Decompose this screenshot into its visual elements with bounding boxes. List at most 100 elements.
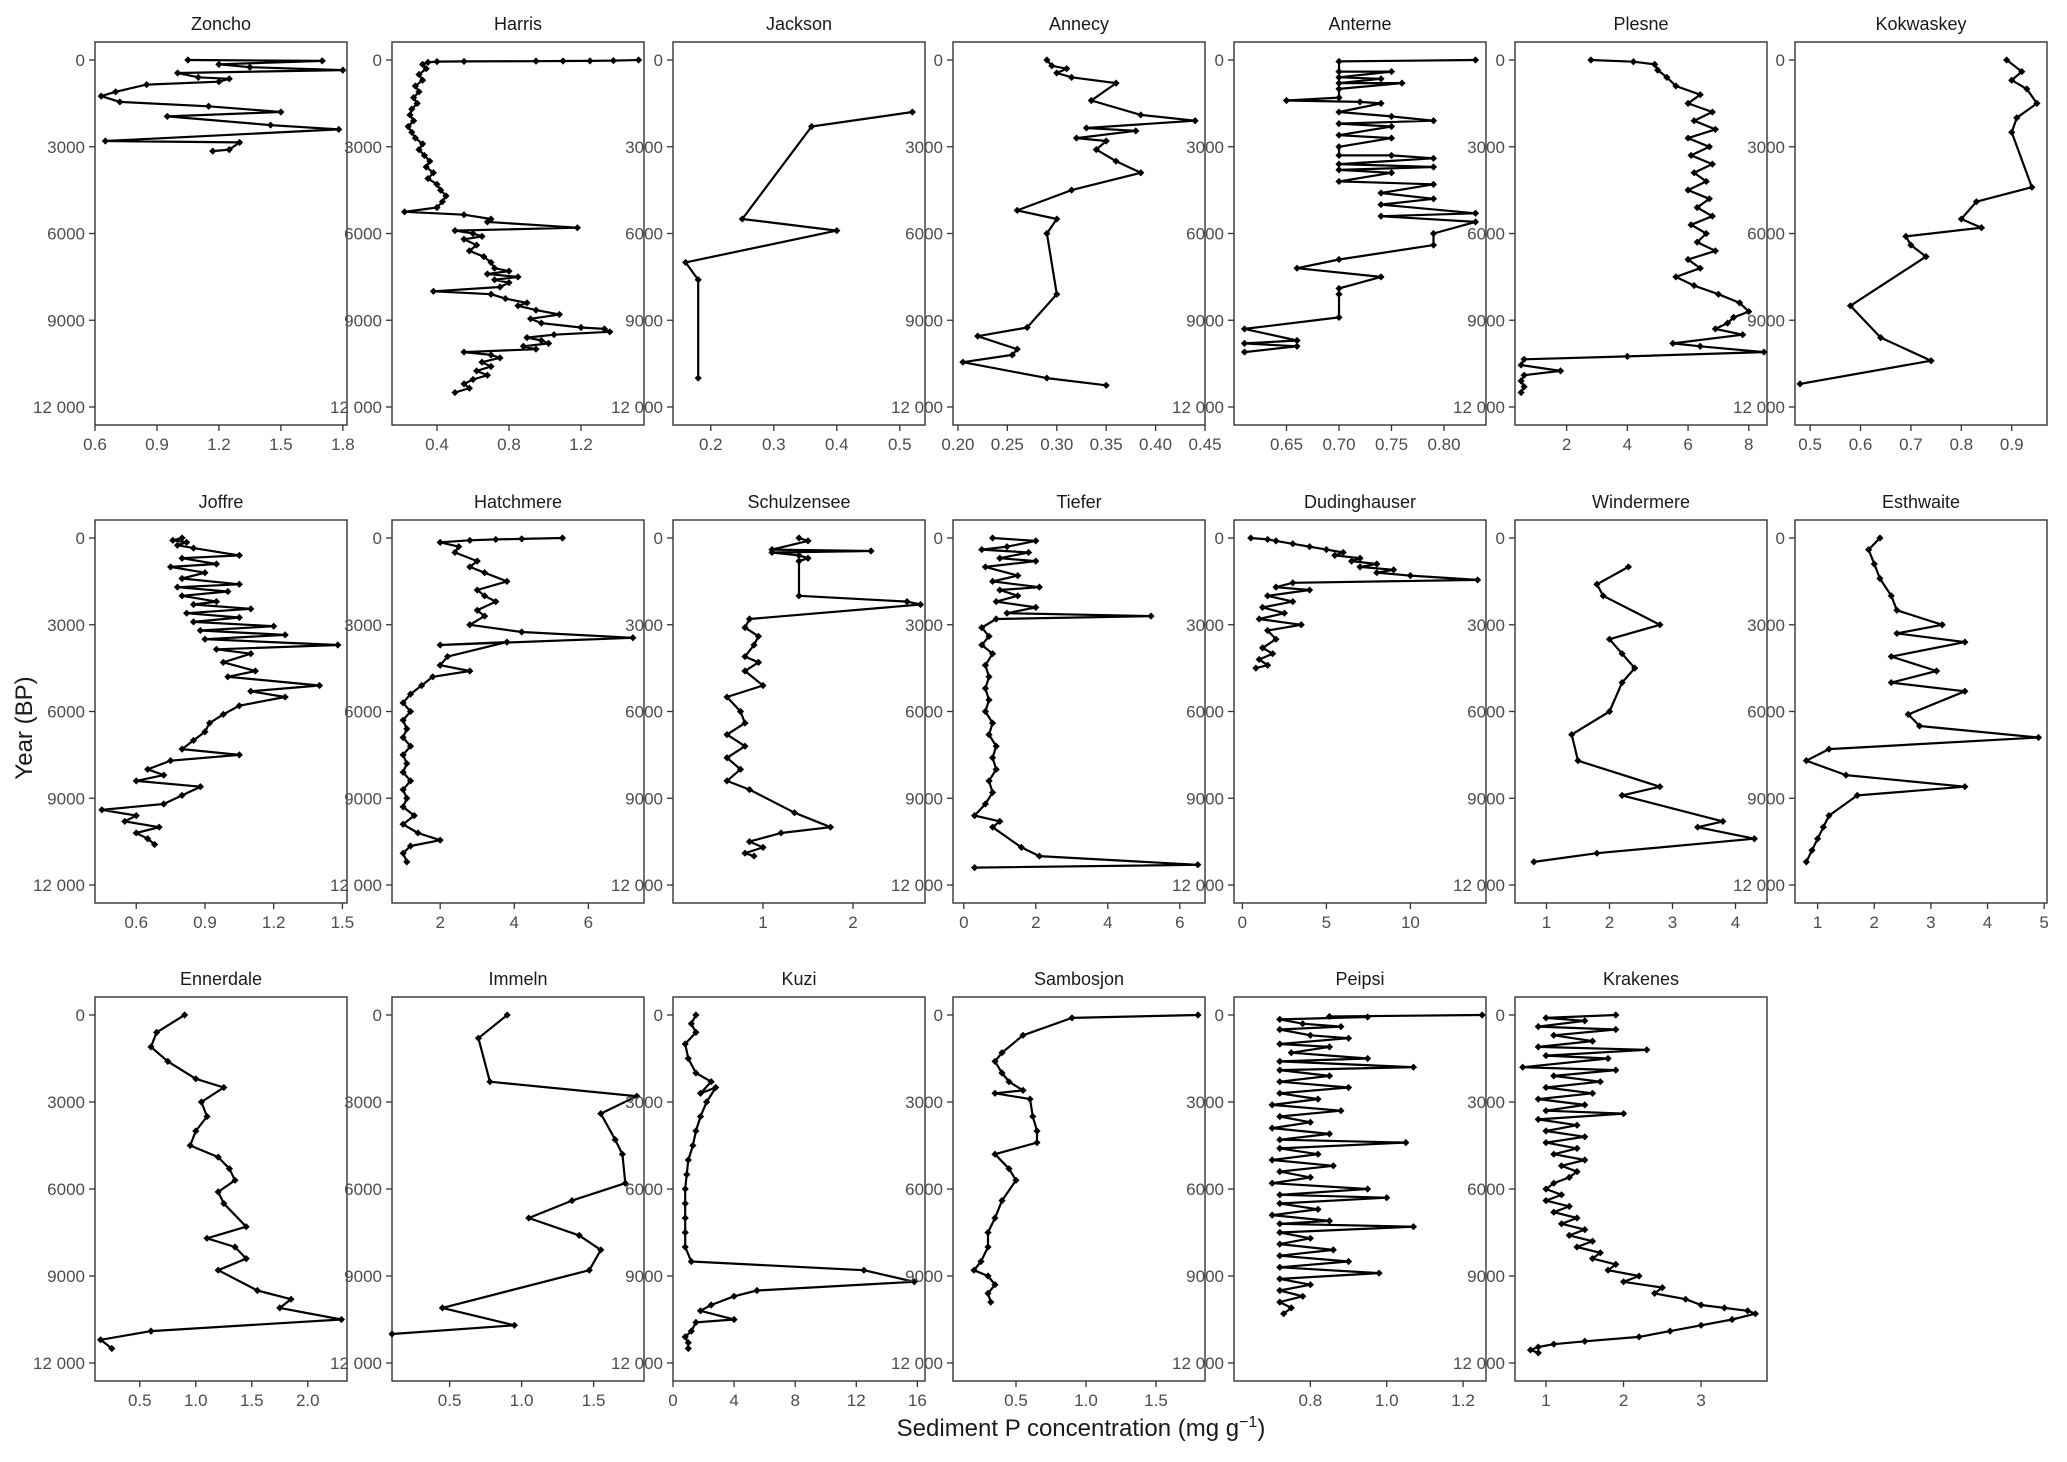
data-point-ennerdale	[147, 1043, 155, 1051]
y-tick-label-dudinghauser: 6000	[1186, 703, 1224, 722]
data-point-schulzensee	[741, 742, 749, 750]
data-point-esthwaite	[1825, 812, 1833, 820]
data-point-windermere	[1656, 621, 1664, 629]
data-point-harris	[406, 111, 414, 119]
data-point-plesne	[1711, 325, 1719, 333]
panel-frame-hatchmere	[391, 519, 645, 904]
data-point-hatchmere	[406, 842, 415, 850]
y-tick-label-zoncho: 12 000	[33, 398, 85, 417]
data-point-peipsi	[1478, 1011, 1486, 1019]
data-point-joffre	[247, 605, 255, 613]
data-point-dudinghauser	[1252, 664, 1260, 672]
data-point-tiefer	[996, 817, 1004, 825]
series-line-harris	[403, 58, 639, 394]
data-point-sambosjon	[1019, 1031, 1027, 1039]
data-point-joffre	[196, 626, 204, 635]
data-point-krakenes	[1557, 1220, 1566, 1228]
data-point-krakenes	[1720, 1304, 1728, 1312]
panel-title-jackson: Jackson	[766, 14, 832, 34]
data-point-krakenes	[1542, 1197, 1550, 1205]
data-point-kuzi	[692, 1028, 700, 1036]
data-point-krakenes	[1550, 1031, 1558, 1039]
x-tick-label-zoncho: 0.6	[83, 435, 107, 454]
data-point-kuzi	[684, 1156, 692, 1164]
data-point-schulzensee	[795, 557, 803, 565]
data-point-sambosjon	[984, 1289, 992, 1297]
data-point-annecy	[959, 358, 967, 366]
data-point-hatchmere	[406, 690, 415, 698]
data-point-zoncho	[225, 75, 233, 83]
data-point-zoncho	[112, 88, 120, 96]
data-point-kokwaskey	[1846, 302, 1855, 310]
data-point-anterne	[1335, 79, 1343, 87]
data-point-krakenes	[1565, 1202, 1573, 1210]
data-point-anterne	[1335, 131, 1343, 139]
y-tick-label-ennerdale: 6000	[47, 1180, 85, 1199]
data-point-hatchmere	[418, 681, 426, 690]
data-point-harris	[460, 348, 468, 356]
data-point-anterne	[1335, 290, 1343, 298]
data-point-peipsi	[1306, 1234, 1314, 1242]
data-point-plesne	[1520, 383, 1528, 391]
data-point-kuzi	[681, 1185, 689, 1193]
data-point-plesne	[1684, 255, 1692, 264]
data-point-anterne	[1335, 143, 1343, 151]
data-point-immeln	[611, 1136, 619, 1144]
data-point-annecy	[1043, 56, 1051, 64]
data-point-krakenes	[1550, 1150, 1558, 1158]
data-point-kuzi	[681, 1214, 689, 1222]
data-point-zoncho	[339, 66, 347, 74]
data-point-krakenes	[1643, 1046, 1651, 1054]
data-point-harris	[460, 380, 468, 388]
data-point-hatchmere	[406, 742, 415, 750]
x-tick-label-joffre: 1.2	[262, 913, 286, 932]
data-point-dudinghauser	[1339, 548, 1347, 557]
data-point-windermere	[1593, 580, 1601, 588]
panel-title-annecy: Annecy	[1049, 14, 1109, 34]
data-point-kuzi	[860, 1266, 868, 1274]
data-point-krakenes	[1550, 1179, 1558, 1187]
data-point-krakenes	[1534, 1115, 1542, 1123]
y-tick-label-windermere: 9000	[1467, 789, 1505, 808]
data-point-tiefer	[981, 800, 989, 808]
data-point-harris	[433, 180, 441, 188]
y-tick-label-jackson: 0	[654, 51, 663, 70]
data-point-peipsi	[1306, 1118, 1314, 1126]
y-tick-label-sambosjon: 0	[934, 1006, 943, 1025]
data-point-harris	[609, 56, 617, 65]
data-point-esthwaite	[1893, 629, 1901, 638]
data-point-dudinghauser	[1272, 583, 1280, 591]
data-point-harris	[532, 306, 540, 314]
data-point-hatchmere	[518, 628, 526, 636]
data-point-hatchmere	[406, 707, 415, 716]
data-point-peipsi	[1383, 1194, 1391, 1202]
data-point-annecy	[1053, 215, 1061, 223]
y-tick-label-sambosjon: 12 000	[891, 1354, 943, 1373]
data-point-kuzi	[712, 1083, 720, 1092]
data-point-peipsi	[1276, 1040, 1284, 1048]
data-point-zoncho	[205, 102, 213, 110]
data-point-kuzi	[910, 1278, 918, 1286]
data-point-anterne	[1356, 98, 1364, 106]
data-point-harris	[422, 65, 430, 73]
data-point-krakenes	[1542, 1083, 1550, 1092]
panel-plesne: Plesne 0 3000 6000 9000 12 000 2 4 6 8	[1453, 14, 1768, 454]
series-line-ennerdale	[99, 1014, 343, 1350]
data-point-kokwaskey	[2008, 76, 2016, 84]
x-tick-label-plesne: 8	[1744, 435, 1753, 454]
y-axis-title: Year (BP)	[11, 676, 38, 779]
data-point-ennerdale	[276, 1304, 284, 1312]
data-point-sambosjon	[984, 1272, 992, 1280]
data-point-krakenes	[1534, 1095, 1542, 1103]
y-tick-label-plesne: 9000	[1467, 311, 1505, 330]
data-point-harris	[573, 224, 581, 232]
data-point-krakenes	[1557, 1191, 1566, 1199]
data-point-ennerdale	[97, 1336, 105, 1344]
data-point-tiefer	[996, 586, 1004, 594]
data-point-joffre	[219, 658, 227, 666]
data-point-anterne	[1377, 99, 1385, 107]
panel-peipsi: Peipsi 0 3000 6000 9000 12 000 0.8 1.0 1.2	[1172, 969, 1487, 1410]
data-point-annecy	[1063, 65, 1071, 73]
data-point-krakenes	[1557, 1162, 1566, 1170]
panel-title-ennerdale: Ennerdale	[180, 969, 262, 989]
